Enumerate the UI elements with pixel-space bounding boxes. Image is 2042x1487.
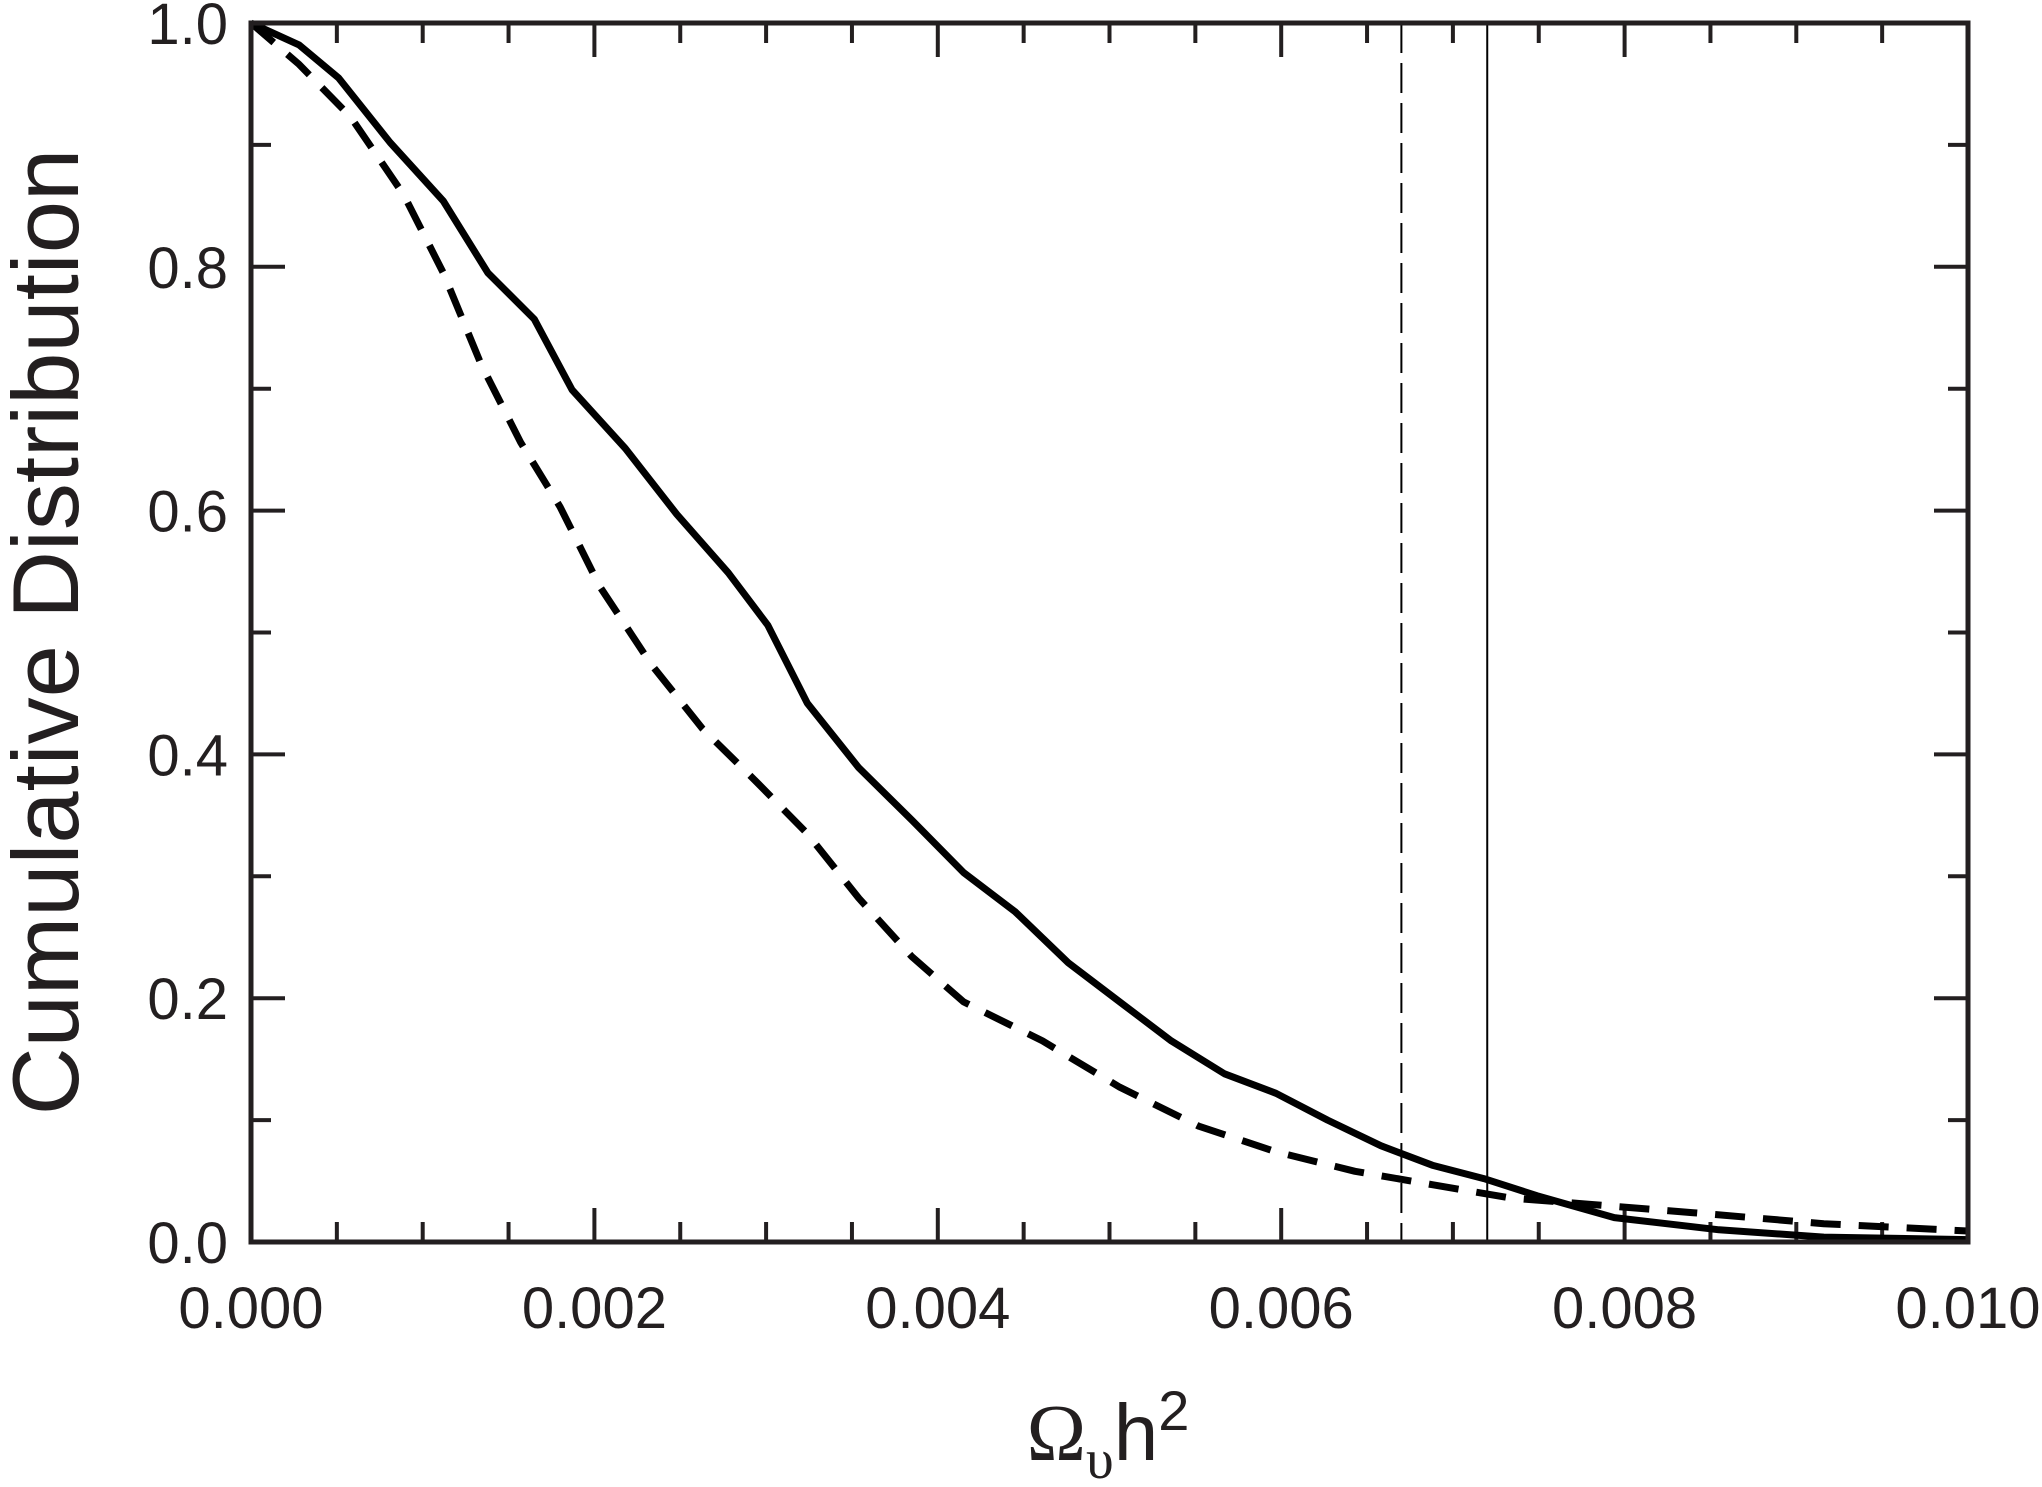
x-tick-label: 0.002 [522,1276,667,1341]
axis-ticks [249,21,1970,1244]
x-tick-label: 0.008 [1552,1276,1697,1341]
y-tick-label: 0.2 [147,967,228,1032]
y-tick-label: 0.8 [147,236,228,301]
x-tick-label: 0.006 [1209,1276,1354,1341]
series-line-solid [249,19,1969,1244]
x-tick-label: 0.004 [865,1276,1010,1341]
x-axis-title-subscript: υ [1086,1429,1114,1487]
x-tick-labels: 0.000 0.002 0.004 0.006 0.008 0.010 [178,1276,2040,1341]
x-axis-title-superscript: 2 [1158,1379,1189,1442]
y-tick-label: 1.0 [147,0,228,57]
data-series [248,19,1969,1244]
y-tick-label: 0.6 [147,480,228,545]
y-tick-labels: 0.0 0.2 0.4 0.6 0.8 1.0 [147,0,228,1276]
y-axis-title: Cumulative Distribution [0,149,98,1115]
y-tick-label: 0.0 [147,1211,228,1276]
x-axis-title: Ωυh2 [1027,1379,1190,1487]
series-line-dashed [248,20,1969,1235]
y-tick-label: 0.4 [147,723,228,788]
plot-frame [248,20,1971,1245]
x-axis-title-base: h [1114,1388,1159,1477]
x-tick-label: 0.000 [178,1276,323,1341]
vertical-reference-lines [1400,23,1489,1242]
x-axis-title-symbol: Ω [1027,1390,1086,1478]
x-tick-label: 0.010 [1895,1276,2040,1341]
